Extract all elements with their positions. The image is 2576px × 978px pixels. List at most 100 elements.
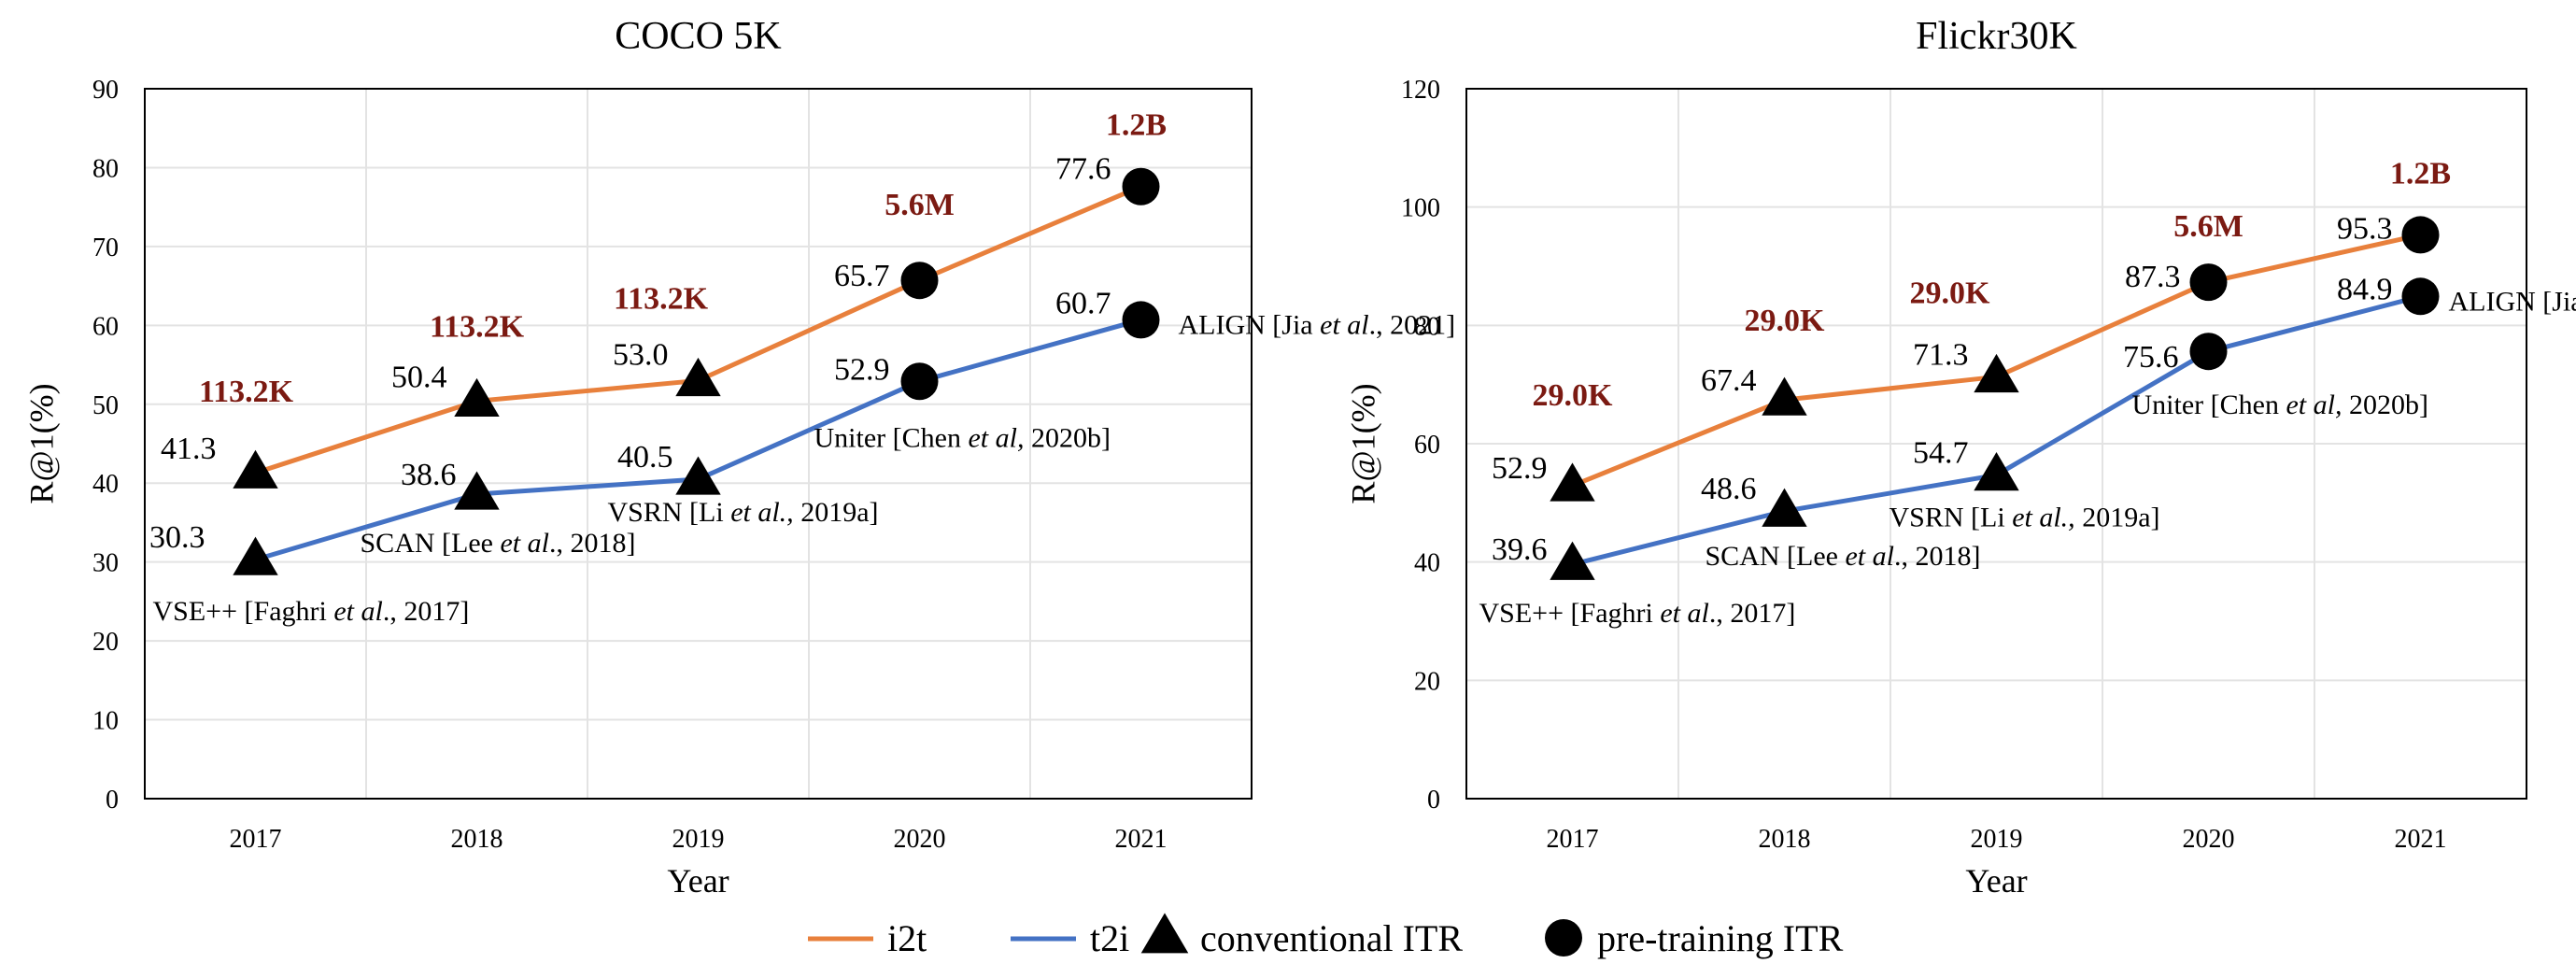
data-label-t2i: 39.6 [1492,532,1548,567]
data-label-t2i: 52.9 [834,352,890,387]
method-name: ALIGN [Jia [2449,286,2576,317]
method-label: VSRN [Li et al., 2019a] [1890,503,2160,533]
data-size-label: 29.0K [1910,276,1991,310]
data-size-label: 113.2K [199,375,294,409]
legend-label: i2t [887,917,927,959]
method-label: ALIGN [Jia et al., 2021] [2449,286,2576,317]
method-label: SCAN [Lee et al., 2018] [1706,541,1981,572]
method-name: SCAN [Lee [361,528,501,559]
y-tick-label: 60 [92,312,119,341]
x-tick-label: 2017 [1547,825,1599,854]
data-label-t2i: 40.5 [617,440,673,475]
y-tick-label: 70 [92,234,119,262]
x-tick-label: 2019 [672,825,725,854]
data-label-i2t: 87.3 [2125,260,2181,294]
data-label-i2t: 41.3 [161,432,217,466]
y-tick-label: 40 [92,470,119,499]
data-label-i2t: 65.7 [834,259,890,293]
marker-triangle-t2i [675,456,720,494]
marker-circle-i2t [1123,168,1160,206]
y-tick-label: 80 [1414,312,1440,341]
method-etal: et al [1660,598,1709,629]
marker-circle-i2t [901,262,939,299]
x-tick-label: 2020 [894,825,946,854]
chart-title: COCO 5K [615,15,782,58]
data-label-i2t: 71.3 [1913,337,1969,372]
method-year: 2020b] [2342,390,2428,420]
data-label-i2t: 77.6 [1055,152,1111,187]
method-name: VSRN [Li [608,497,731,528]
method-year: ., 2017] [383,596,470,627]
legend-label: t2i [1090,917,1129,959]
data-size-label: 1.2B [2390,156,2451,191]
y-tick-label: 90 [92,76,119,105]
method-name: VSE++ [Faghri [153,596,334,627]
method-label: Uniter [Chen et al, 2020b] [2132,390,2428,420]
method-etal: et al [333,596,383,627]
marker-triangle-i2t [1974,354,2018,392]
y-tick-label: 100 [1401,194,1440,223]
method-label: VSE++ [Faghri et al., 2017] [153,596,470,627]
marker-circle-t2i [2402,277,2440,315]
x-tick-label: 2018 [1759,825,1811,854]
legend-swatch-triangle [1141,913,1189,953]
marker-circle-t2i [901,362,939,400]
method-name: Uniter [Chen [814,422,969,453]
method-label: VSRN [Li et al., 2019a] [608,497,879,528]
data-size-label: 1.2B [1106,108,1167,143]
marker-circle-i2t [2402,216,2440,253]
method-label: SCAN [Lee et al., 2018] [361,528,636,559]
marker-circle-i2t [2190,263,2228,301]
y-tick-label: 30 [92,549,119,578]
method-etal: et al., [730,497,794,528]
legend-label: pre-training ITR [1597,917,1844,959]
method-year: ., 2018] [1894,541,1981,572]
y-tick-label: 40 [1414,549,1440,578]
method-etal: et al, [968,422,1024,453]
method-label: VSE++ [Faghri et al., 2017] [1479,598,1796,629]
chart-title: Flickr30K [1916,15,2077,58]
method-name: Uniter [Chen [2132,390,2286,420]
y-tick-label: 0 [1427,786,1440,815]
method-year: 2019a] [794,497,879,528]
data-label-t2i: 38.6 [401,458,457,492]
y-tick-label: 120 [1401,76,1440,105]
method-etal: et al [1320,309,1369,340]
x-tick-label: 2019 [1971,825,2023,854]
legend-label: conventional ITR [1200,917,1463,959]
y-tick-label: 0 [106,786,119,815]
method-year: ., 2017] [1709,598,1796,629]
data-size-label: 29.0K [1745,304,1826,338]
marker-triangle-t2i [1974,452,2018,490]
x-tick-label: 2018 [451,825,503,854]
data-label-t2i: 48.6 [1701,472,1757,506]
legend: i2t t2i conventional ITR pre-training ITR [808,913,1844,959]
x-tick-label: 2020 [2183,825,2235,854]
x-axis-label: Year [667,862,729,900]
method-etal: et al [500,528,549,559]
marker-triangle-i2t [675,358,720,396]
data-label-t2i: 54.7 [1913,436,1969,471]
data-label-i2t: 50.4 [391,360,447,394]
marker-circle-t2i [1123,301,1160,338]
method-name: SCAN [Lee [1706,541,1846,572]
x-tick-label: 2021 [2395,825,2447,854]
marker-circle-t2i [2190,333,2228,370]
method-etal: et al [1845,541,1894,572]
x-tick-label: 2017 [230,825,282,854]
y-tick-label: 20 [1414,667,1440,696]
y-tick-label: 20 [92,628,119,657]
data-label-t2i: 60.7 [1055,286,1111,320]
data-label-t2i: 30.3 [149,520,205,555]
data-size-label: 113.2K [430,309,525,344]
y-axis-label: R@1(%) [22,383,60,503]
marker-triangle-i2t [1550,462,1594,501]
method-label: Uniter [Chen et al, 2020b] [814,422,1111,453]
method-etal: et al, [2286,390,2342,420]
method-name: ALIGN [Jia [1179,309,1321,340]
data-size-label: 29.0K [1533,378,1614,413]
data-size-label: 5.6M [885,188,955,222]
